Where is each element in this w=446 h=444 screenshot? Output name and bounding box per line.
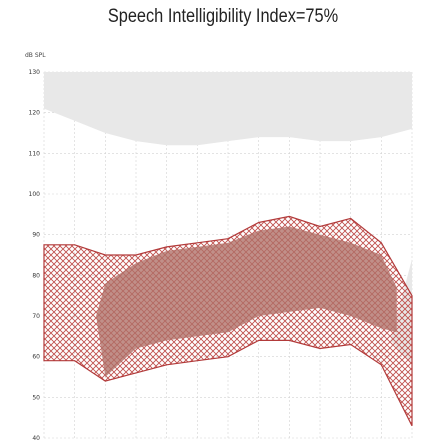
y-tick-label: 110 [29,150,41,157]
y-tick-label: 100 [29,191,41,198]
y-tick-label: 40 [32,435,40,442]
y-tick-label: 80 [32,272,40,279]
y-tick-label: 60 [32,354,40,361]
y-tick-label: 90 [32,232,40,239]
y-tick-label: 50 [32,394,40,401]
y-tick-label: 70 [32,313,40,320]
y-tick-label: 120 [29,110,41,117]
upper-gray-region [44,72,412,146]
y-tick-label: 130 [29,69,41,76]
chart-title: Speech Intelligibility Index=75% [107,6,339,27]
speech-core-shaded-region [96,226,397,377]
y-axis-unit-label: dB SPL [25,52,46,59]
